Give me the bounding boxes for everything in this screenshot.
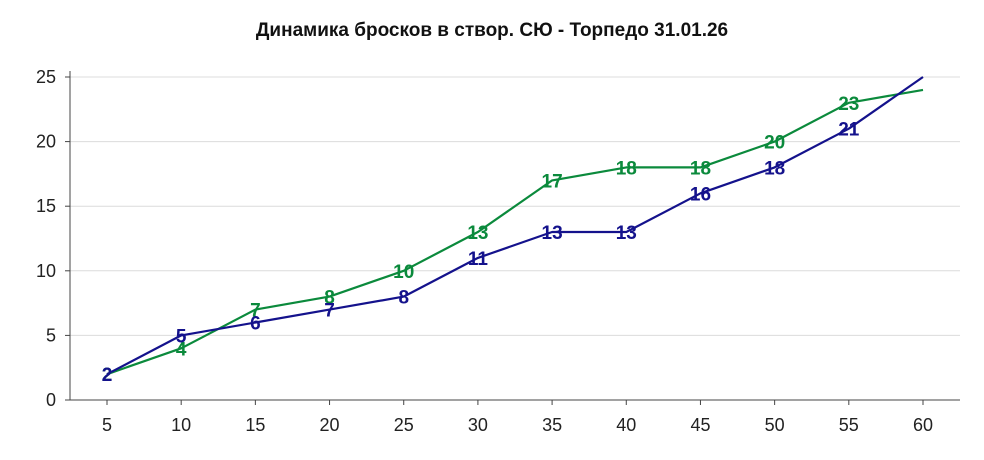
data-label: 18 bbox=[764, 158, 785, 179]
series-line-2 bbox=[106, 76, 924, 376]
data-label: 17 bbox=[542, 171, 563, 192]
data-label: 6 bbox=[250, 313, 261, 334]
x-tick-label: 5 bbox=[102, 415, 112, 435]
data-label: 23 bbox=[838, 94, 859, 115]
data-label: 13 bbox=[616, 223, 637, 244]
y-tick-label: 0 bbox=[46, 390, 56, 410]
data-label: 18 bbox=[690, 158, 711, 179]
data-label: 8 bbox=[324, 288, 335, 309]
x-tick-label: 20 bbox=[320, 415, 340, 435]
data-label: 10 bbox=[393, 262, 414, 283]
data-label: 7 bbox=[324, 301, 335, 322]
x-tick-label: 50 bbox=[765, 415, 785, 435]
data-label: 21 bbox=[838, 120, 860, 141]
y-tick-label: 25 bbox=[36, 67, 56, 87]
x-tick-label: 45 bbox=[690, 415, 710, 435]
axes bbox=[65, 71, 960, 405]
x-tick-label: 40 bbox=[616, 415, 636, 435]
x-tick-label: 30 bbox=[468, 415, 488, 435]
data-label: 13 bbox=[542, 223, 563, 244]
x-tick-label: 25 bbox=[394, 415, 414, 435]
data-label: 5 bbox=[176, 326, 187, 347]
series-line-1 bbox=[106, 88, 924, 376]
x-tick-label: 60 bbox=[913, 415, 933, 435]
data-label: 20 bbox=[764, 133, 785, 154]
data-label: 4 bbox=[176, 339, 187, 360]
data-label: 18 bbox=[616, 158, 637, 179]
x-tick-label: 35 bbox=[542, 415, 562, 435]
data-label: 7 bbox=[250, 301, 261, 322]
y-tick-label: 10 bbox=[36, 261, 56, 281]
series-lines bbox=[106, 76, 924, 376]
y-tick-label: 15 bbox=[36, 196, 56, 216]
x-tick-label: 55 bbox=[839, 415, 859, 435]
data-label: 13 bbox=[467, 223, 488, 244]
x-tick-label: 15 bbox=[245, 415, 265, 435]
data-label: 2 bbox=[102, 365, 113, 386]
data-label: 8 bbox=[398, 288, 409, 309]
x-tick-label: 10 bbox=[171, 415, 191, 435]
y-tick-label: 5 bbox=[46, 325, 56, 345]
data-label: 11 bbox=[468, 249, 489, 270]
chart-title: Динамика бросков в створ. СЮ - Торпедо 3… bbox=[255, 20, 729, 41]
y-tick-label: 20 bbox=[36, 132, 56, 152]
data-label: 2 bbox=[102, 365, 113, 386]
data-label: 16 bbox=[690, 184, 711, 205]
